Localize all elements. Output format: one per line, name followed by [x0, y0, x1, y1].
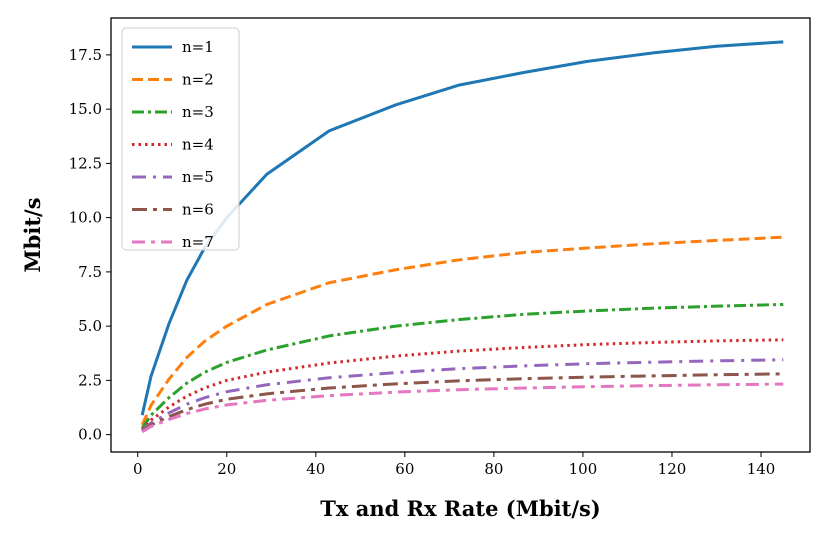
- series-line-n-3: [140, 302, 784, 429]
- legend-label: n=4: [182, 136, 214, 154]
- legend-label: n=1: [182, 38, 214, 56]
- x-tick-label: 60: [395, 460, 414, 478]
- x-tick-label: 80: [484, 460, 503, 478]
- y-tick-label: 17.5: [69, 46, 102, 64]
- series-line-n-4: [141, 338, 784, 431]
- y-tick-label: 15.0: [69, 100, 102, 118]
- x-tick-label: 0: [133, 460, 143, 478]
- y-tick-label: 12.5: [69, 154, 102, 172]
- series-line-n-2: [140, 235, 784, 426]
- data-lines: [140, 40, 784, 434]
- y-tick-label: 7.5: [78, 263, 102, 281]
- legend-box: [121, 27, 240, 251]
- x-tick-label: 140: [747, 460, 776, 478]
- x-tick-label: 100: [569, 460, 598, 478]
- series-line-n-7: [141, 382, 784, 434]
- y-tick-label: 0.0: [78, 426, 102, 444]
- plot-frame: [110, 17, 811, 453]
- legend-label: n=7: [182, 233, 214, 251]
- x-tick-label: 120: [658, 460, 687, 478]
- legend-label: n=2: [182, 71, 214, 89]
- series-line-n-5: [141, 358, 784, 432]
- axis-ticks: 0 20 40 60 80 100 120 140 0.0 2.5 5.0 7.5 10.0 12.5 15…: [69, 46, 776, 478]
- legend: n=1 n=2 n=3 n=4 n=5 n=6 n=7: [121, 27, 240, 251]
- legend-label: n=3: [182, 103, 214, 121]
- x-tick-label: 20: [217, 460, 236, 478]
- y-tick-label: 2.5: [78, 371, 102, 389]
- y-axis-label: Mbit/s: [20, 197, 45, 272]
- y-tick-label: 5.0: [78, 317, 102, 335]
- legend-label: n=5: [182, 168, 214, 186]
- y-tick-label: 10.0: [69, 209, 102, 227]
- x-tick-label: 40: [306, 460, 325, 478]
- series-line-n-6: [141, 372, 784, 433]
- series-line-n-1: [140, 40, 784, 416]
- legend-label: n=6: [182, 201, 214, 219]
- x-axis-label: Tx and Rx Rate (Mbit/s): [320, 496, 601, 521]
